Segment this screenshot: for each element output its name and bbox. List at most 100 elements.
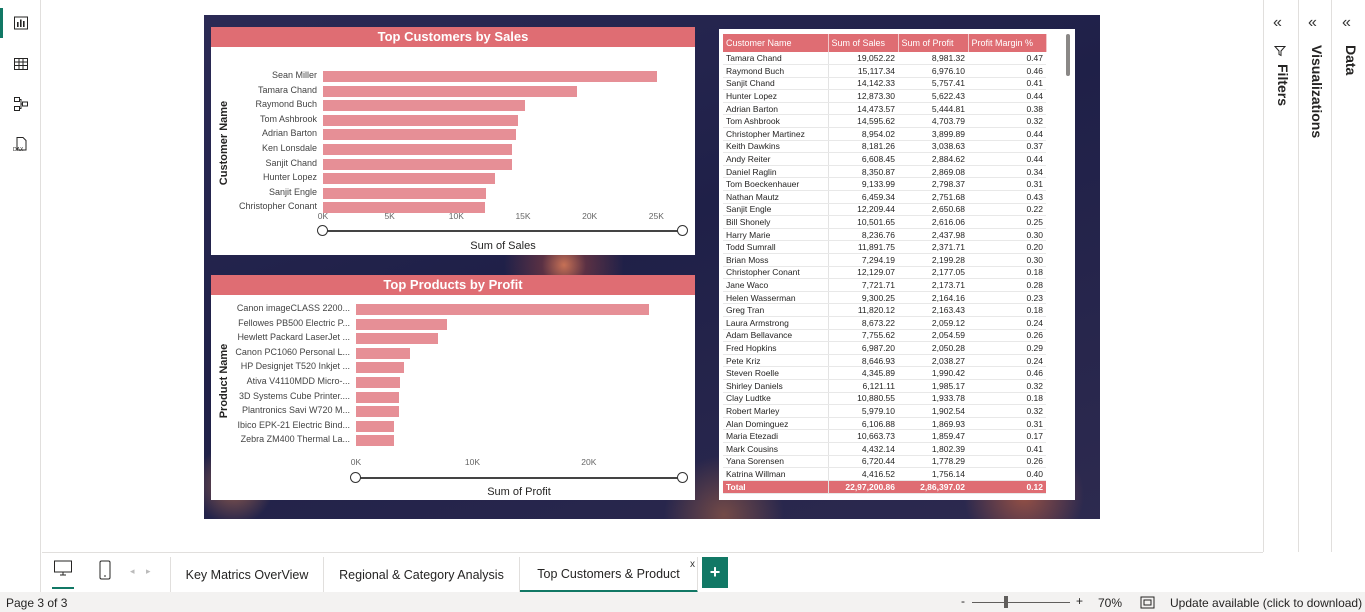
zoom-percentage[interactable]: 70% bbox=[1098, 596, 1123, 610]
table-cell: Brian Moss bbox=[723, 253, 828, 267]
zoom-slider-start-handle[interactable] bbox=[350, 471, 361, 483]
customer-profit-table[interactable]: Customer Name Sum of Sales Sum of Profit Pr… bbox=[719, 29, 1075, 500]
category-label: Fellowes PB500 Electric P... bbox=[238, 317, 350, 328]
top-customers-chart[interactable]: Top Customers by Sales Customer Name Sum… bbox=[211, 27, 695, 255]
bar[interactable] bbox=[323, 173, 495, 185]
table-scrollbar[interactable] bbox=[1066, 34, 1070, 76]
table-cell: 2,371.71 bbox=[898, 240, 968, 254]
desktop-layout-button[interactable] bbox=[52, 559, 74, 589]
x-tick-label: 0K bbox=[317, 211, 329, 221]
table-cell: 7,294.19 bbox=[827, 253, 898, 267]
filters-pane-label[interactable]: Filters bbox=[1275, 64, 1291, 107]
zoom-slider-end-handle[interactable] bbox=[677, 224, 688, 236]
add-page-button[interactable]: + bbox=[702, 557, 728, 588]
bar[interactable] bbox=[323, 144, 512, 155]
mobile-layout-button[interactable] bbox=[98, 560, 114, 582]
table-cell: Nathan Mautz bbox=[723, 190, 828, 204]
column-header[interactable]: Profit Margin % bbox=[968, 34, 1047, 52]
table-cell: 5,622.43 bbox=[898, 89, 968, 103]
zoom-slider-thumb[interactable] bbox=[1004, 596, 1008, 608]
table-cell: Bill Shonely bbox=[723, 215, 828, 229]
table-cell: Sanjit Chand bbox=[723, 77, 828, 91]
bar[interactable] bbox=[356, 435, 395, 447]
table-cell: 12,209.44 bbox=[827, 203, 898, 217]
table-cell: 0.18 bbox=[968, 266, 1046, 280]
table-cell: 0.24 bbox=[968, 316, 1046, 330]
data-pane-label[interactable]: Data bbox=[1343, 45, 1359, 76]
scroll-tabs-left-icon[interactable]: ◂ bbox=[130, 566, 135, 576]
table-row: Adam Bellavance 7,755.62 2,054.59 0.26 bbox=[723, 329, 1046, 343]
fit-to-page-icon[interactable] bbox=[1140, 596, 1155, 609]
table-cell: 0.18 bbox=[968, 392, 1046, 406]
bar[interactable] bbox=[356, 406, 400, 418]
table-cell: 1,933.78 bbox=[898, 392, 968, 406]
zoom-in-button[interactable]: + bbox=[1076, 594, 1084, 608]
top-products-chart[interactable]: Top Products by Profit Product Name Sum … bbox=[211, 275, 695, 500]
collapse-visualizations-chevron-icon[interactable]: « bbox=[1308, 14, 1317, 31]
data-pane: « Data bbox=[1331, 0, 1365, 552]
table-cell: Tom Boeckenhauer bbox=[723, 177, 828, 192]
table-row: Brian Moss 7,294.19 2,199.28 0.30 bbox=[723, 253, 1046, 267]
table-cell: 11,891.75 bbox=[827, 240, 898, 254]
status-bar: Page 3 of 3 - + 70% Update available (cl… bbox=[0, 592, 1365, 612]
table-cell: 2,164.16 bbox=[898, 291, 968, 305]
bar[interactable] bbox=[323, 129, 516, 141]
bar[interactable] bbox=[356, 304, 650, 315]
table-cell: 8,350.87 bbox=[827, 165, 898, 179]
category-label: Christopher Conant bbox=[238, 201, 317, 212]
page-indicator: Page 3 of 3 bbox=[6, 596, 68, 610]
bar[interactable] bbox=[356, 333, 438, 345]
update-available-link[interactable]: Update available (click to download) bbox=[1170, 596, 1363, 610]
column-header[interactable]: Customer Name bbox=[723, 34, 829, 52]
table-cell: 10,501.65 bbox=[827, 215, 898, 229]
table-view-button[interactable] bbox=[0, 49, 41, 79]
tab-key-matrics-overview[interactable]: Key Matrics OverView bbox=[170, 557, 324, 593]
tab-regional-category-analysis[interactable]: Regional & Category Analysis bbox=[324, 557, 520, 593]
bar[interactable] bbox=[356, 391, 400, 403]
table-cell: 0.34 bbox=[968, 165, 1046, 179]
category-label: Sean Miller bbox=[271, 70, 317, 80]
table-cell: Clay Ludtke bbox=[723, 392, 828, 406]
model-view-button[interactable] bbox=[0, 89, 41, 119]
table-cell: 1,859.47 bbox=[898, 429, 968, 443]
report-canvas: Top Customers by Sales Customer Name Sum… bbox=[42, 0, 1263, 552]
table-cell: 2,059.12 bbox=[898, 316, 968, 330]
table-cell: 5,979.10 bbox=[827, 404, 898, 418]
zoom-out-button[interactable]: - bbox=[961, 594, 965, 608]
report-page: Top Customers by Sales Customer Name Sum… bbox=[204, 15, 1100, 519]
report-view-button[interactable] bbox=[0, 8, 41, 38]
bar[interactable] bbox=[356, 362, 404, 374]
bar[interactable] bbox=[323, 114, 518, 126]
bar[interactable] bbox=[323, 85, 578, 97]
category-label: Ativa V4110MDD Micro-... bbox=[246, 376, 350, 386]
table-cell: Hunter Lopez bbox=[723, 89, 828, 103]
close-tab-icon[interactable]: x bbox=[690, 559, 695, 570]
column-header[interactable]: Sum of Sales bbox=[828, 34, 899, 52]
table-header-row: Customer Name Sum of Sales Sum of Profit Pr… bbox=[723, 34, 1047, 52]
table-cell: 9,133.99 bbox=[827, 177, 898, 192]
bar[interactable] bbox=[323, 187, 486, 199]
table-row: Yana Sorensen 6,720.44 1,778.29 0.26 bbox=[723, 455, 1046, 469]
zoom-slider-start-handle[interactable] bbox=[317, 224, 328, 236]
table-cell: 2,163.43 bbox=[898, 303, 968, 317]
tab-top-customers-product[interactable]: Top Customers & Product bbox=[520, 557, 698, 593]
bar[interactable] bbox=[356, 377, 401, 388]
column-header[interactable]: Sum of Profit bbox=[898, 34, 969, 52]
table-row: Pete Kriz 8,646.93 2,038.27 0.24 bbox=[723, 354, 1046, 368]
collapse-data-chevron-icon[interactable]: « bbox=[1342, 14, 1351, 31]
category-label: Sanjit Chand bbox=[265, 157, 317, 168]
bar[interactable] bbox=[323, 71, 657, 82]
bar[interactable] bbox=[323, 158, 512, 170]
bar[interactable] bbox=[356, 318, 447, 330]
bar[interactable] bbox=[356, 420, 395, 432]
dax-query-view-button[interactable]: DAX bbox=[0, 130, 41, 160]
table-cell: Fred Hopkins bbox=[723, 341, 828, 355]
table-cell: 8,236.76 bbox=[827, 228, 898, 242]
zoom-slider-end-handle[interactable] bbox=[677, 471, 688, 483]
scroll-tabs-right-icon[interactable]: ▸ bbox=[146, 566, 151, 576]
bar[interactable] bbox=[323, 202, 485, 214]
visualizations-pane-label[interactable]: Visualizations bbox=[1309, 45, 1325, 139]
collapse-filters-chevron-icon[interactable]: « bbox=[1273, 14, 1282, 31]
bar[interactable] bbox=[356, 347, 410, 359]
bar[interactable] bbox=[323, 100, 525, 112]
